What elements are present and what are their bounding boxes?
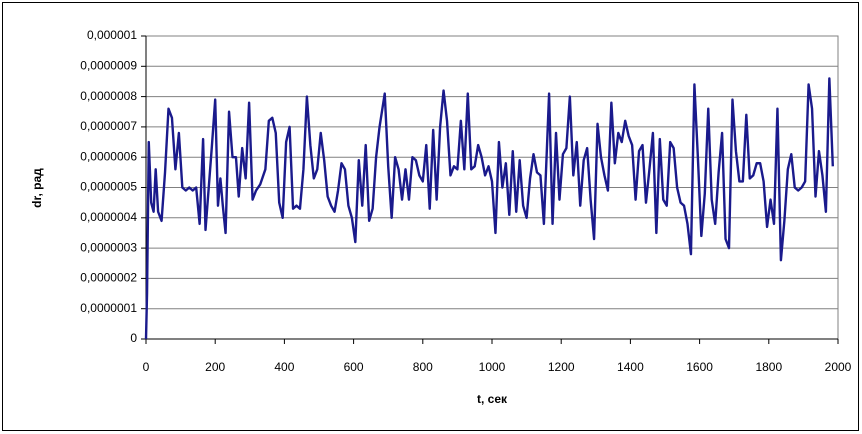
y-tick-label: 0,0000001 (80, 301, 137, 315)
x-tick-label: 800 (413, 360, 433, 374)
y-tick-label: 0,0000008 (80, 89, 137, 103)
x-tick-label: 2000 (825, 360, 852, 374)
x-tick-label: 1800 (755, 360, 782, 374)
x-axis-label: t, сек (477, 392, 508, 406)
x-tick-label: 1400 (617, 360, 644, 374)
y-tick-label: 0,0000006 (80, 149, 137, 163)
x-tick-label: 1200 (548, 360, 575, 374)
y-tick-label: 0,0000007 (80, 119, 137, 133)
x-tick-label: 600 (344, 360, 364, 374)
x-tick-label: 400 (274, 360, 294, 374)
y-tick-label: 0 (130, 331, 137, 345)
y-tick-label: 0,0000003 (80, 240, 137, 254)
y-tick-label: 0,0000004 (80, 210, 137, 224)
x-tick-label: 1000 (479, 360, 506, 374)
y-tick-label: 0,0000002 (80, 271, 137, 285)
y-tick-label: 0,000001 (87, 28, 137, 42)
y-axis-label: dr, рад (30, 168, 44, 208)
x-tick-label: 200 (205, 360, 225, 374)
x-tick-label: 0 (143, 360, 150, 374)
x-tick-label: 1600 (686, 360, 713, 374)
y-tick-label: 0,0000005 (80, 180, 137, 194)
data-line (144, 77, 835, 340)
y-tick-label: 0,0000009 (80, 58, 137, 72)
